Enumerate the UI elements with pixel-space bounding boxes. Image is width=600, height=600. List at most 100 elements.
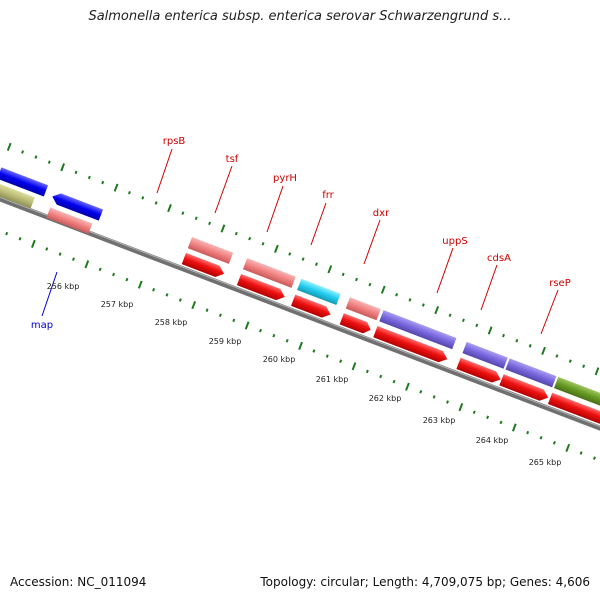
minor-tick (314, 262, 318, 266)
major-tick (405, 382, 410, 391)
gene-block-frr[interactable] (345, 297, 381, 321)
genome-title: Salmonella enterica subsp. enterica sero… (88, 9, 512, 24)
major-tick (244, 321, 250, 330)
minor-tick (285, 339, 289, 343)
minor-tick (18, 237, 22, 241)
inner-tick-ring (5, 231, 596, 460)
gene-block-cdsA[interactable] (505, 358, 557, 388)
minor-tick (34, 155, 38, 159)
cds-arrow-cdsA[interactable] (499, 374, 550, 403)
gene-label-map[interactable]: map (31, 320, 53, 331)
minor-tick (112, 272, 116, 277)
minor-tick (555, 354, 559, 358)
minor-tick (45, 247, 49, 251)
minor-tick (446, 400, 449, 404)
minor-tick (539, 435, 543, 440)
major-tick (434, 306, 440, 315)
minor-tick (515, 338, 519, 343)
gene-block-map[interactable] (46, 207, 93, 234)
minor-tick (154, 201, 158, 205)
gene-block-dxr[interactable] (379, 310, 457, 350)
accession-text: Accession: NC_011094 (10, 575, 147, 589)
gene-block-rseP[interactable] (554, 376, 600, 417)
minor-tick (432, 395, 436, 399)
cds-arrow-uppS[interactable] (456, 357, 502, 385)
scale-label-257: 257 kbp (101, 300, 134, 309)
minor-tick (475, 323, 479, 328)
minor-tick (234, 231, 238, 236)
minor-tick (486, 415, 490, 420)
major-tick (594, 367, 600, 376)
gene-label-frr[interactable]: frr (322, 190, 334, 201)
gene-label-pyrH[interactable]: pyrH (273, 173, 297, 184)
cds-arrow-rpsB[interactable] (181, 252, 226, 280)
minor-tick (125, 277, 129, 282)
minor-tick (568, 359, 572, 363)
minor-tick (152, 288, 156, 292)
major-tick (487, 326, 493, 335)
minor-tick (502, 333, 505, 338)
minor-tick (181, 211, 185, 215)
major-tick (137, 280, 143, 289)
minor-tick (472, 410, 476, 414)
minor-tick (218, 313, 222, 318)
minor-tick (325, 354, 329, 358)
minor-tick (301, 257, 305, 261)
minor-tick (448, 313, 452, 317)
gene-label-dxr[interactable]: dxr (373, 208, 390, 219)
major-tick (511, 423, 517, 432)
minor-tick (421, 303, 425, 307)
genome-summary-text: Topology: circular; Length: 4,709,075 bp… (260, 575, 590, 589)
gene-label-uppS[interactable]: uppS (442, 236, 467, 247)
minor-tick (47, 160, 51, 164)
minor-tick (178, 298, 182, 302)
scale-label-263: 263 kbp (423, 416, 456, 425)
gene-label-rseP[interactable]: rseP (549, 278, 571, 289)
minor-tick (194, 216, 198, 221)
outer-tick-ring (6, 142, 600, 376)
cds-arrow-rseP[interactable] (547, 392, 600, 432)
gene-label-rpsB[interactable]: rpsB (163, 136, 186, 147)
minor-tick (593, 456, 596, 460)
gene-block-uppS[interactable] (462, 341, 508, 369)
minor-tick (312, 349, 316, 353)
major-tick (298, 341, 303, 350)
gene-block-olive[interactable] (0, 182, 35, 209)
scale-label-258: 258 kbp (155, 318, 188, 327)
cds-arrow-frr[interactable] (339, 313, 373, 335)
minor-tick (72, 257, 75, 261)
major-tick (220, 224, 226, 233)
cds-arrow-pyrH[interactable] (291, 294, 333, 320)
minor-tick (74, 170, 78, 175)
scale-label-262: 262 kbp (369, 394, 402, 403)
map-leader-line (41, 271, 58, 317)
gene-block-blue-arrow[interactable] (50, 191, 104, 221)
major-tick (84, 260, 90, 269)
minor-tick (355, 277, 359, 282)
minor-tick (528, 344, 532, 348)
major-tick (60, 163, 66, 172)
gene-label-cdsA[interactable]: cdsA (487, 253, 511, 264)
minor-tick (98, 267, 102, 272)
minor-tick (552, 441, 556, 445)
minor-tick (87, 175, 91, 180)
minor-tick (261, 242, 265, 246)
gene-block-blue-left[interactable] (0, 167, 49, 197)
major-tick (458, 403, 464, 412)
gene-block-tsf[interactable] (242, 258, 296, 288)
gene-block-pyrH[interactable] (297, 278, 341, 305)
major-tick (351, 362, 357, 371)
minor-tick (58, 252, 62, 256)
minor-tick (339, 359, 343, 363)
minor-tick (341, 272, 345, 277)
cds-arrow-tsf[interactable] (236, 273, 287, 303)
major-tick (274, 244, 279, 253)
cds-arrow-dxr[interactable] (373, 326, 449, 365)
gene-label-tsf[interactable]: tsf (226, 154, 239, 165)
minor-tick (288, 252, 292, 256)
major-tick (541, 346, 546, 356)
minor-tick (379, 374, 383, 379)
major-tick (113, 183, 119, 192)
gene-block-rpsB[interactable] (187, 237, 234, 264)
